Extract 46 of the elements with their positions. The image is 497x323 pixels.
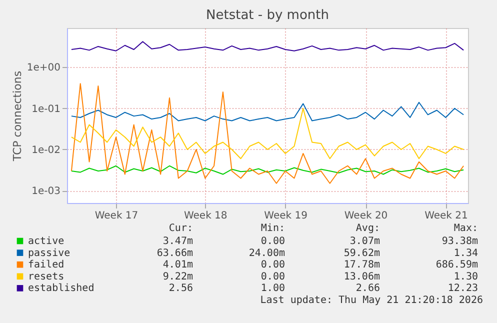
line-series [70, 108, 464, 160]
x-tick-label: Week 17 [94, 210, 138, 222]
text: Avg: [356, 223, 380, 234]
text: Cur: [168, 223, 193, 234]
x-tick-label: Week 21 [424, 210, 468, 222]
text: 0.00 [260, 236, 285, 247]
text: 1.30 [454, 271, 478, 282]
text: 1.34 [454, 248, 478, 259]
legend-label: active [28, 236, 64, 247]
text: Max: [454, 223, 478, 234]
y-tick-label: 1e+00 [26, 62, 60, 74]
text: 4.01m [162, 260, 193, 271]
text: 3.07m [350, 236, 380, 247]
text: 2.56 [168, 283, 193, 294]
text: Last update: Thu May 21 21:20:18 2026 [260, 295, 483, 306]
text: 2.66 [356, 283, 380, 294]
legend-label: established [28, 283, 94, 294]
legend-label: failed [28, 260, 64, 271]
y-tick-label: 1e-02 [32, 144, 60, 156]
text: 13.06m [344, 271, 380, 282]
line-series [70, 41, 464, 52]
text: 93.38m [442, 236, 478, 247]
text: 17.78m [344, 260, 380, 271]
text: 0.00 [260, 271, 285, 282]
text: 63.66m [156, 248, 193, 259]
text: 24.00m [248, 248, 285, 259]
x-tick-label: Week 18 [184, 210, 228, 222]
y-tick-label: 1e-01 [32, 104, 60, 115]
text: 1.00 [260, 283, 285, 294]
chart-title: Netstat - by month [206, 8, 329, 23]
y-axis-title: TCP connections [10, 70, 24, 162]
text: 0.00 [260, 260, 285, 271]
text: 686.59m [436, 260, 478, 271]
text: 12.23 [448, 283, 478, 294]
text: 3.47m [162, 236, 193, 247]
legend-label: resets [28, 271, 64, 282]
text: Min: [260, 223, 285, 234]
legend-label: passive [28, 248, 70, 259]
text: 59.62m [344, 248, 380, 259]
line-series [70, 102, 464, 122]
line-series [70, 83, 464, 184]
text: 9.22m [162, 271, 193, 282]
line-series [70, 165, 464, 175]
y-tick-label: 1e-03 [32, 186, 60, 198]
x-tick-label: Week 19 [264, 210, 308, 222]
x-tick-label: Week 20 [344, 210, 388, 222]
